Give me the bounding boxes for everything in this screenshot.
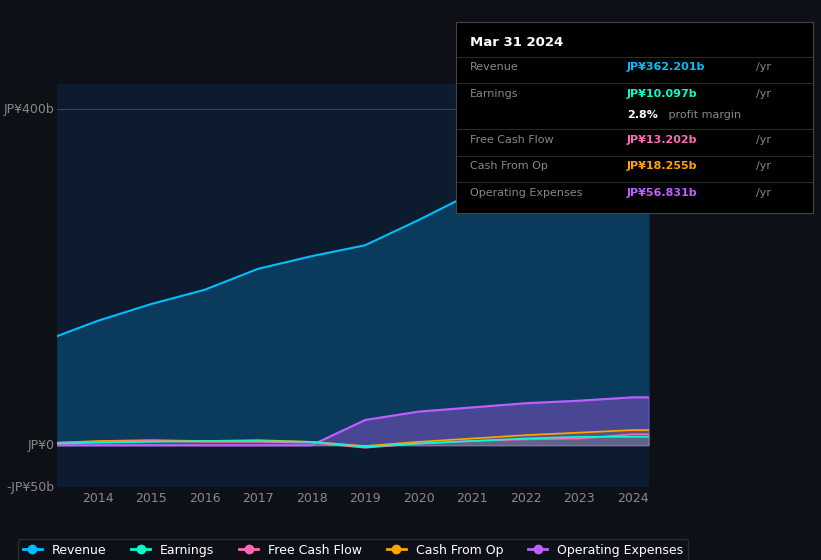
Text: /yr: /yr xyxy=(755,188,771,198)
Text: JP¥0: JP¥0 xyxy=(28,438,55,452)
Text: JP¥13.202b: JP¥13.202b xyxy=(627,135,698,144)
Text: Operating Expenses: Operating Expenses xyxy=(470,188,582,198)
Text: /yr: /yr xyxy=(755,62,771,72)
Text: /yr: /yr xyxy=(755,161,771,171)
Text: JP¥400b: JP¥400b xyxy=(4,102,55,116)
Text: profit margin: profit margin xyxy=(664,110,741,120)
Text: /yr: /yr xyxy=(755,89,771,99)
Text: Revenue: Revenue xyxy=(470,62,519,72)
Text: Mar 31 2024: Mar 31 2024 xyxy=(470,36,563,49)
Text: JP¥56.831b: JP¥56.831b xyxy=(627,188,698,198)
Text: 2.8%: 2.8% xyxy=(627,110,658,120)
Text: JP¥362.201b: JP¥362.201b xyxy=(627,62,705,72)
Text: Free Cash Flow: Free Cash Flow xyxy=(470,135,553,144)
Text: Cash From Op: Cash From Op xyxy=(470,161,548,171)
Text: Earnings: Earnings xyxy=(470,89,518,99)
Legend: Revenue, Earnings, Free Cash Flow, Cash From Op, Operating Expenses: Revenue, Earnings, Free Cash Flow, Cash … xyxy=(18,539,688,560)
Text: JP¥18.255b: JP¥18.255b xyxy=(627,161,698,171)
Text: -JP¥50b: -JP¥50b xyxy=(7,480,55,494)
Text: /yr: /yr xyxy=(755,135,771,144)
Text: JP¥10.097b: JP¥10.097b xyxy=(627,89,698,99)
